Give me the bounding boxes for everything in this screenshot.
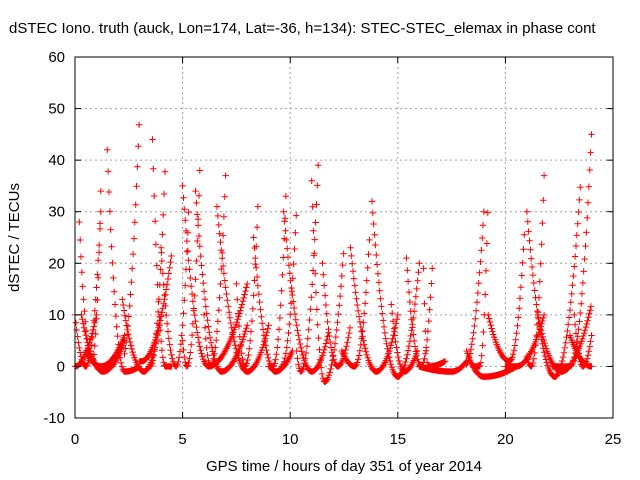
x-tick-label: 25: [605, 431, 622, 448]
data-point-markers: [147, 168, 169, 370]
data-point-markers: [485, 231, 528, 365]
series-arc: [416, 358, 470, 375]
data-point-markers: [469, 209, 491, 370]
series-arc: [347, 244, 401, 375]
data-point-markers: [200, 172, 229, 370]
data-point-markers: [463, 208, 488, 368]
data-point-markers: [293, 162, 322, 375]
data-point-markers: [566, 332, 595, 370]
series-arc: [147, 168, 169, 370]
data-point-markers: [278, 212, 300, 370]
series-arc: [308, 177, 347, 386]
plot-frame: [74, 56, 614, 419]
x-axis-label: GPS time / hours of day 351 of year 2014: [206, 458, 482, 475]
series-arc: [200, 172, 229, 370]
y-tick-label: 40: [48, 152, 65, 169]
y-tick-label: 60: [48, 49, 65, 66]
series-arc: [469, 209, 491, 370]
series-arc: [233, 203, 262, 370]
series-arc: [368, 198, 423, 380]
series-arc: [463, 347, 519, 380]
data-point-markers: [549, 131, 595, 370]
data-point-markers: [388, 301, 421, 375]
data-point-markers: [192, 187, 251, 375]
data-point-markers: [308, 177, 347, 386]
series-arc: [213, 203, 272, 375]
y-tick-label: 30: [48, 204, 65, 221]
data-point-markers: [265, 193, 290, 370]
data-point-markers: [233, 203, 262, 370]
data-point-markers: [104, 146, 143, 375]
data-points: [71, 121, 595, 386]
series-arc: [293, 162, 322, 375]
y-tick-label: 0: [57, 358, 65, 375]
series-arc: [280, 208, 332, 375]
y-tick-label: 50: [48, 101, 65, 118]
chart-title: dSTEC Iono. truth (auck, Lon=174, Lat=-3…: [9, 20, 596, 37]
series-arc: [549, 131, 595, 370]
series-arc: [136, 252, 175, 365]
series-arc: [388, 301, 421, 375]
series-arc: [265, 193, 290, 370]
data-point-markers: [280, 208, 332, 375]
data-point-markers: [523, 172, 548, 370]
data-point-markers: [82, 332, 128, 370]
series-arc: [485, 231, 528, 365]
series-arc: [104, 146, 143, 375]
data-point-markers: [121, 121, 143, 358]
y-tick-label: 10: [48, 307, 65, 324]
x-tick-label: 10: [282, 431, 299, 448]
data-point-markers: [338, 236, 373, 370]
series-arc: [192, 187, 251, 375]
y-tick-label: -10: [43, 410, 65, 427]
ticks: 0 5 10 15 20 25 -10 0 10 20 30 40 50 60: [43, 49, 621, 448]
data-point-markers: [368, 198, 423, 380]
x-tick-label: 5: [178, 431, 186, 448]
series-arc: [121, 121, 143, 358]
series-arc: [278, 212, 300, 370]
data-point-markers: [347, 244, 401, 375]
series-arc: [566, 332, 595, 370]
series-arc: [338, 236, 373, 370]
series-arc: [179, 167, 203, 370]
data-point-markers: [463, 347, 519, 380]
x-tick-label: 0: [71, 431, 79, 448]
data-point-markers: [416, 358, 470, 375]
series-arc: [157, 209, 192, 370]
y-tick-label: 20: [48, 255, 65, 272]
data-point-markers: [179, 167, 203, 370]
series-arc: [82, 332, 128, 370]
y-axis-label: dSTEC / TECUs: [6, 183, 23, 292]
data-point-markers: [213, 203, 272, 375]
x-tick-label: 20: [497, 431, 514, 448]
data-point-markers: [157, 209, 192, 370]
series-arc: [523, 172, 548, 370]
data-point-markers: [136, 252, 175, 365]
series-arc: [463, 208, 488, 368]
x-tick-label: 15: [389, 431, 406, 448]
